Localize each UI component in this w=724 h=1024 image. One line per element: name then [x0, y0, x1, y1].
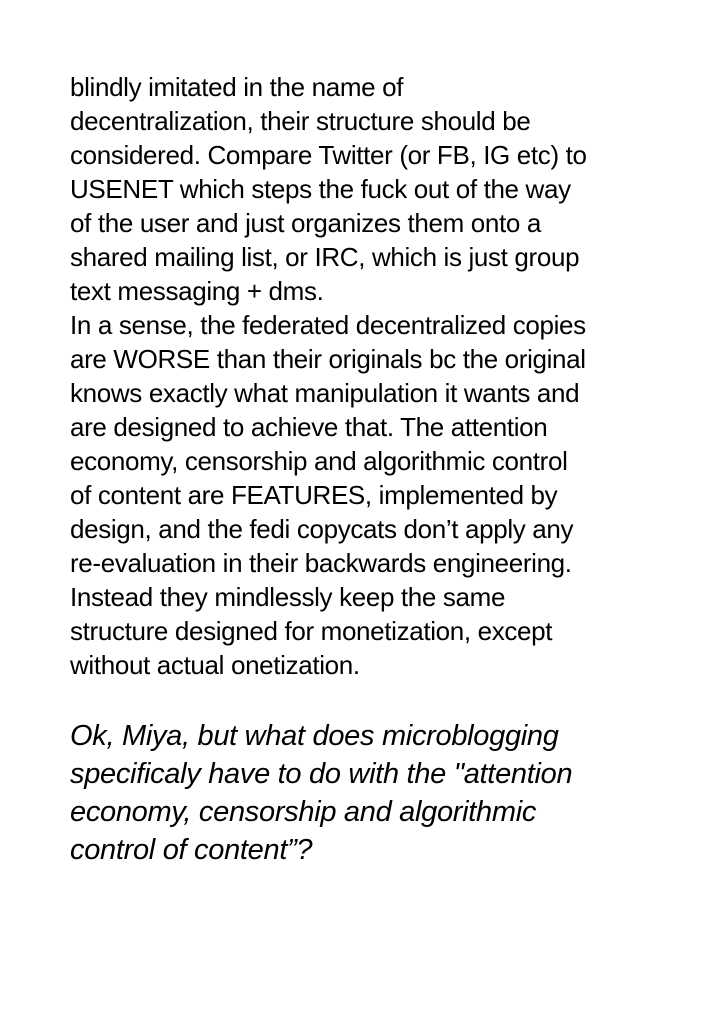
body-line: are WORSE than their originals bc the or…: [70, 344, 586, 374]
body-line: considered. Compare Twitter (or FB, IG e…: [70, 140, 587, 170]
body-line: USENET which steps the fuck out of the w…: [70, 174, 571, 204]
body-line: text messaging + dms.: [70, 276, 324, 306]
body-line: blindly imitated in the name of: [70, 72, 404, 102]
body-line: decentralization, their structure should…: [70, 106, 531, 136]
question-line: Ok, Miya, but what does microblogging: [70, 720, 559, 752]
body-line: design, and the fedi copycats don’t appl…: [70, 514, 574, 544]
body-line: without actual onetization.: [70, 650, 360, 680]
body-line: economy, censorship and algorithmic cont…: [70, 446, 568, 476]
body-line: of content are FEATURES, implemented by: [70, 480, 558, 510]
body-line: of the user and just organizes them onto…: [70, 208, 541, 238]
body-line: re-evaluation in their backwards enginee…: [70, 548, 572, 578]
question-line: economy, censorship and algorithmic: [70, 796, 537, 828]
body-line: shared mailing list, or IRC, which is ju…: [70, 242, 580, 272]
question-line: specificaly have to do with the "attenti…: [70, 758, 573, 790]
body-line: knows exactly what manipulation it wants…: [70, 378, 580, 408]
body-line: Instead they mindlessly keep the same: [70, 582, 506, 612]
body-line: are designed to achieve that. The attent…: [70, 412, 548, 442]
body-line: structure designed for monetization, exc…: [70, 616, 553, 646]
body-paragraph: blindly imitated in the name of decentra…: [70, 70, 670, 682]
question-line: control of content”?: [70, 834, 313, 866]
body-line: In a sense, the federated decentralized …: [70, 310, 586, 340]
italic-question: Ok, Miya, but what does microblogging sp…: [70, 717, 670, 869]
